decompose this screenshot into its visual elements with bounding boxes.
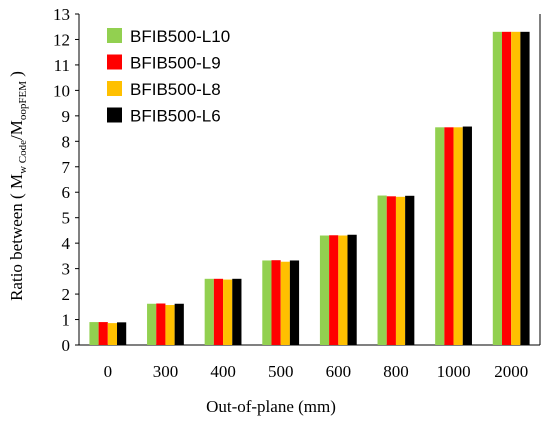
y-tick-label: 11: [54, 56, 70, 75]
x-axis-ticks: 0 300 400 500 600 800 1000 2000: [104, 362, 529, 381]
bar-bfib500-l8-0: [107, 323, 118, 345]
bar-bfib500-l9-2000: [501, 31, 512, 345]
bar-bfib500-l8-1000: [453, 127, 463, 345]
bar-bfib500-l10-1000: [435, 127, 445, 345]
y-tick-label: 7: [62, 158, 71, 177]
y-tick-label: 6: [62, 183, 71, 202]
y-tick-label: 4: [62, 234, 71, 253]
y-tick-label: 8: [62, 132, 71, 151]
bar-bfib500-l9-1000: [444, 127, 454, 345]
y-axis-title-prefix: Ratio between ( M: [7, 174, 26, 301]
y-tick-label: 2: [62, 285, 71, 304]
bar-bfib500-l10-300: [147, 303, 157, 345]
y-tick-label: 10: [53, 81, 70, 100]
bar-bfib500-l9-500: [271, 260, 281, 345]
x-tick-label: 0: [104, 362, 113, 381]
y-axis-title-sub1: w Code: [17, 140, 29, 174]
x-tick-label: 2000: [494, 362, 528, 381]
x-tick-label: 500: [268, 362, 294, 381]
bar-bfib500-l6-300: [174, 303, 184, 345]
bar-bfib500-l9-0: [98, 322, 108, 345]
bar-bfib500-l6-2000: [520, 31, 530, 345]
bar-bfib500-l8-400: [223, 279, 233, 345]
legend-label: BFIB500-L10: [130, 27, 230, 46]
bar-bfib500-l8-800: [395, 196, 406, 345]
bar-bfib500-l9-600: [329, 235, 339, 345]
y-tick-label: 12: [53, 30, 70, 49]
bar-bfib500-l9-800: [386, 196, 396, 345]
y-axis-title-sub2: oopFEM: [17, 81, 29, 120]
y-tick-label: 0: [62, 336, 71, 355]
legend: BFIB500-L10 BFIB500-L9 BFIB500-L8 BFIB500-L…: [107, 27, 230, 126]
x-tick-label: 1000: [437, 362, 471, 381]
bar-bfib500-l9-400: [213, 278, 224, 345]
bar-bfib500-l10-600: [319, 235, 330, 345]
bar-bfib500-l10-0: [89, 322, 99, 345]
y-axis-title: Ratio between ( Mw Code/MoopFEM ): [7, 71, 29, 301]
bar-bfib500-l8-300: [165, 305, 175, 345]
y-tick-label: 13: [53, 5, 70, 24]
legend-swatch-bfib500-l10: [107, 28, 122, 43]
bar-bfib500-l10-400: [204, 278, 214, 345]
bar-bfib500-l6-0: [117, 322, 127, 345]
y-tick-label: 9: [62, 107, 71, 126]
x-tick-label: 600: [326, 362, 352, 381]
bar-bfib500-l10-500: [262, 260, 272, 345]
legend-swatch-bfib500-l6: [107, 107, 122, 123]
y-tick-label: 1: [62, 311, 71, 330]
bar-bfib500-l8-500: [280, 261, 290, 345]
bar-bfib500-l6-400: [232, 278, 242, 345]
bar-bfib500-l6-600: [347, 234, 357, 345]
bar-bfib500-l10-2000: [492, 31, 502, 345]
y-tick-label: 3: [62, 260, 71, 279]
bar-bfib500-l8-2000: [511, 31, 521, 345]
y-tick-label: 5: [62, 209, 71, 228]
legend-swatch-bfib500-l8: [107, 81, 122, 96]
legend-label: BFIB500-L9: [130, 54, 221, 73]
x-axis-title: Out-of-plane (mm): [206, 397, 336, 416]
bar-bfib500-l6-1000: [462, 126, 472, 345]
legend-swatch-bfib500-l9: [107, 54, 122, 70]
legend-label: BFIB500-L6: [130, 107, 221, 126]
bar-bfib500-l6-800: [405, 195, 415, 345]
y-axis-title-suffix: ): [7, 71, 26, 81]
bar-bfib500-l10-800: [377, 195, 387, 345]
x-tick-label: 300: [153, 362, 179, 381]
bar-series-group: [89, 31, 530, 345]
bar-bfib500-l6-500: [289, 260, 300, 345]
x-tick-label: 800: [383, 362, 409, 381]
bar-bfib500-l9-300: [156, 303, 166, 345]
legend-label: BFIB500-L8: [130, 80, 221, 99]
x-tick-label: 400: [210, 362, 236, 381]
y-axis-title-mid: /M: [7, 120, 26, 140]
bar-bfib500-l8-600: [338, 235, 348, 345]
